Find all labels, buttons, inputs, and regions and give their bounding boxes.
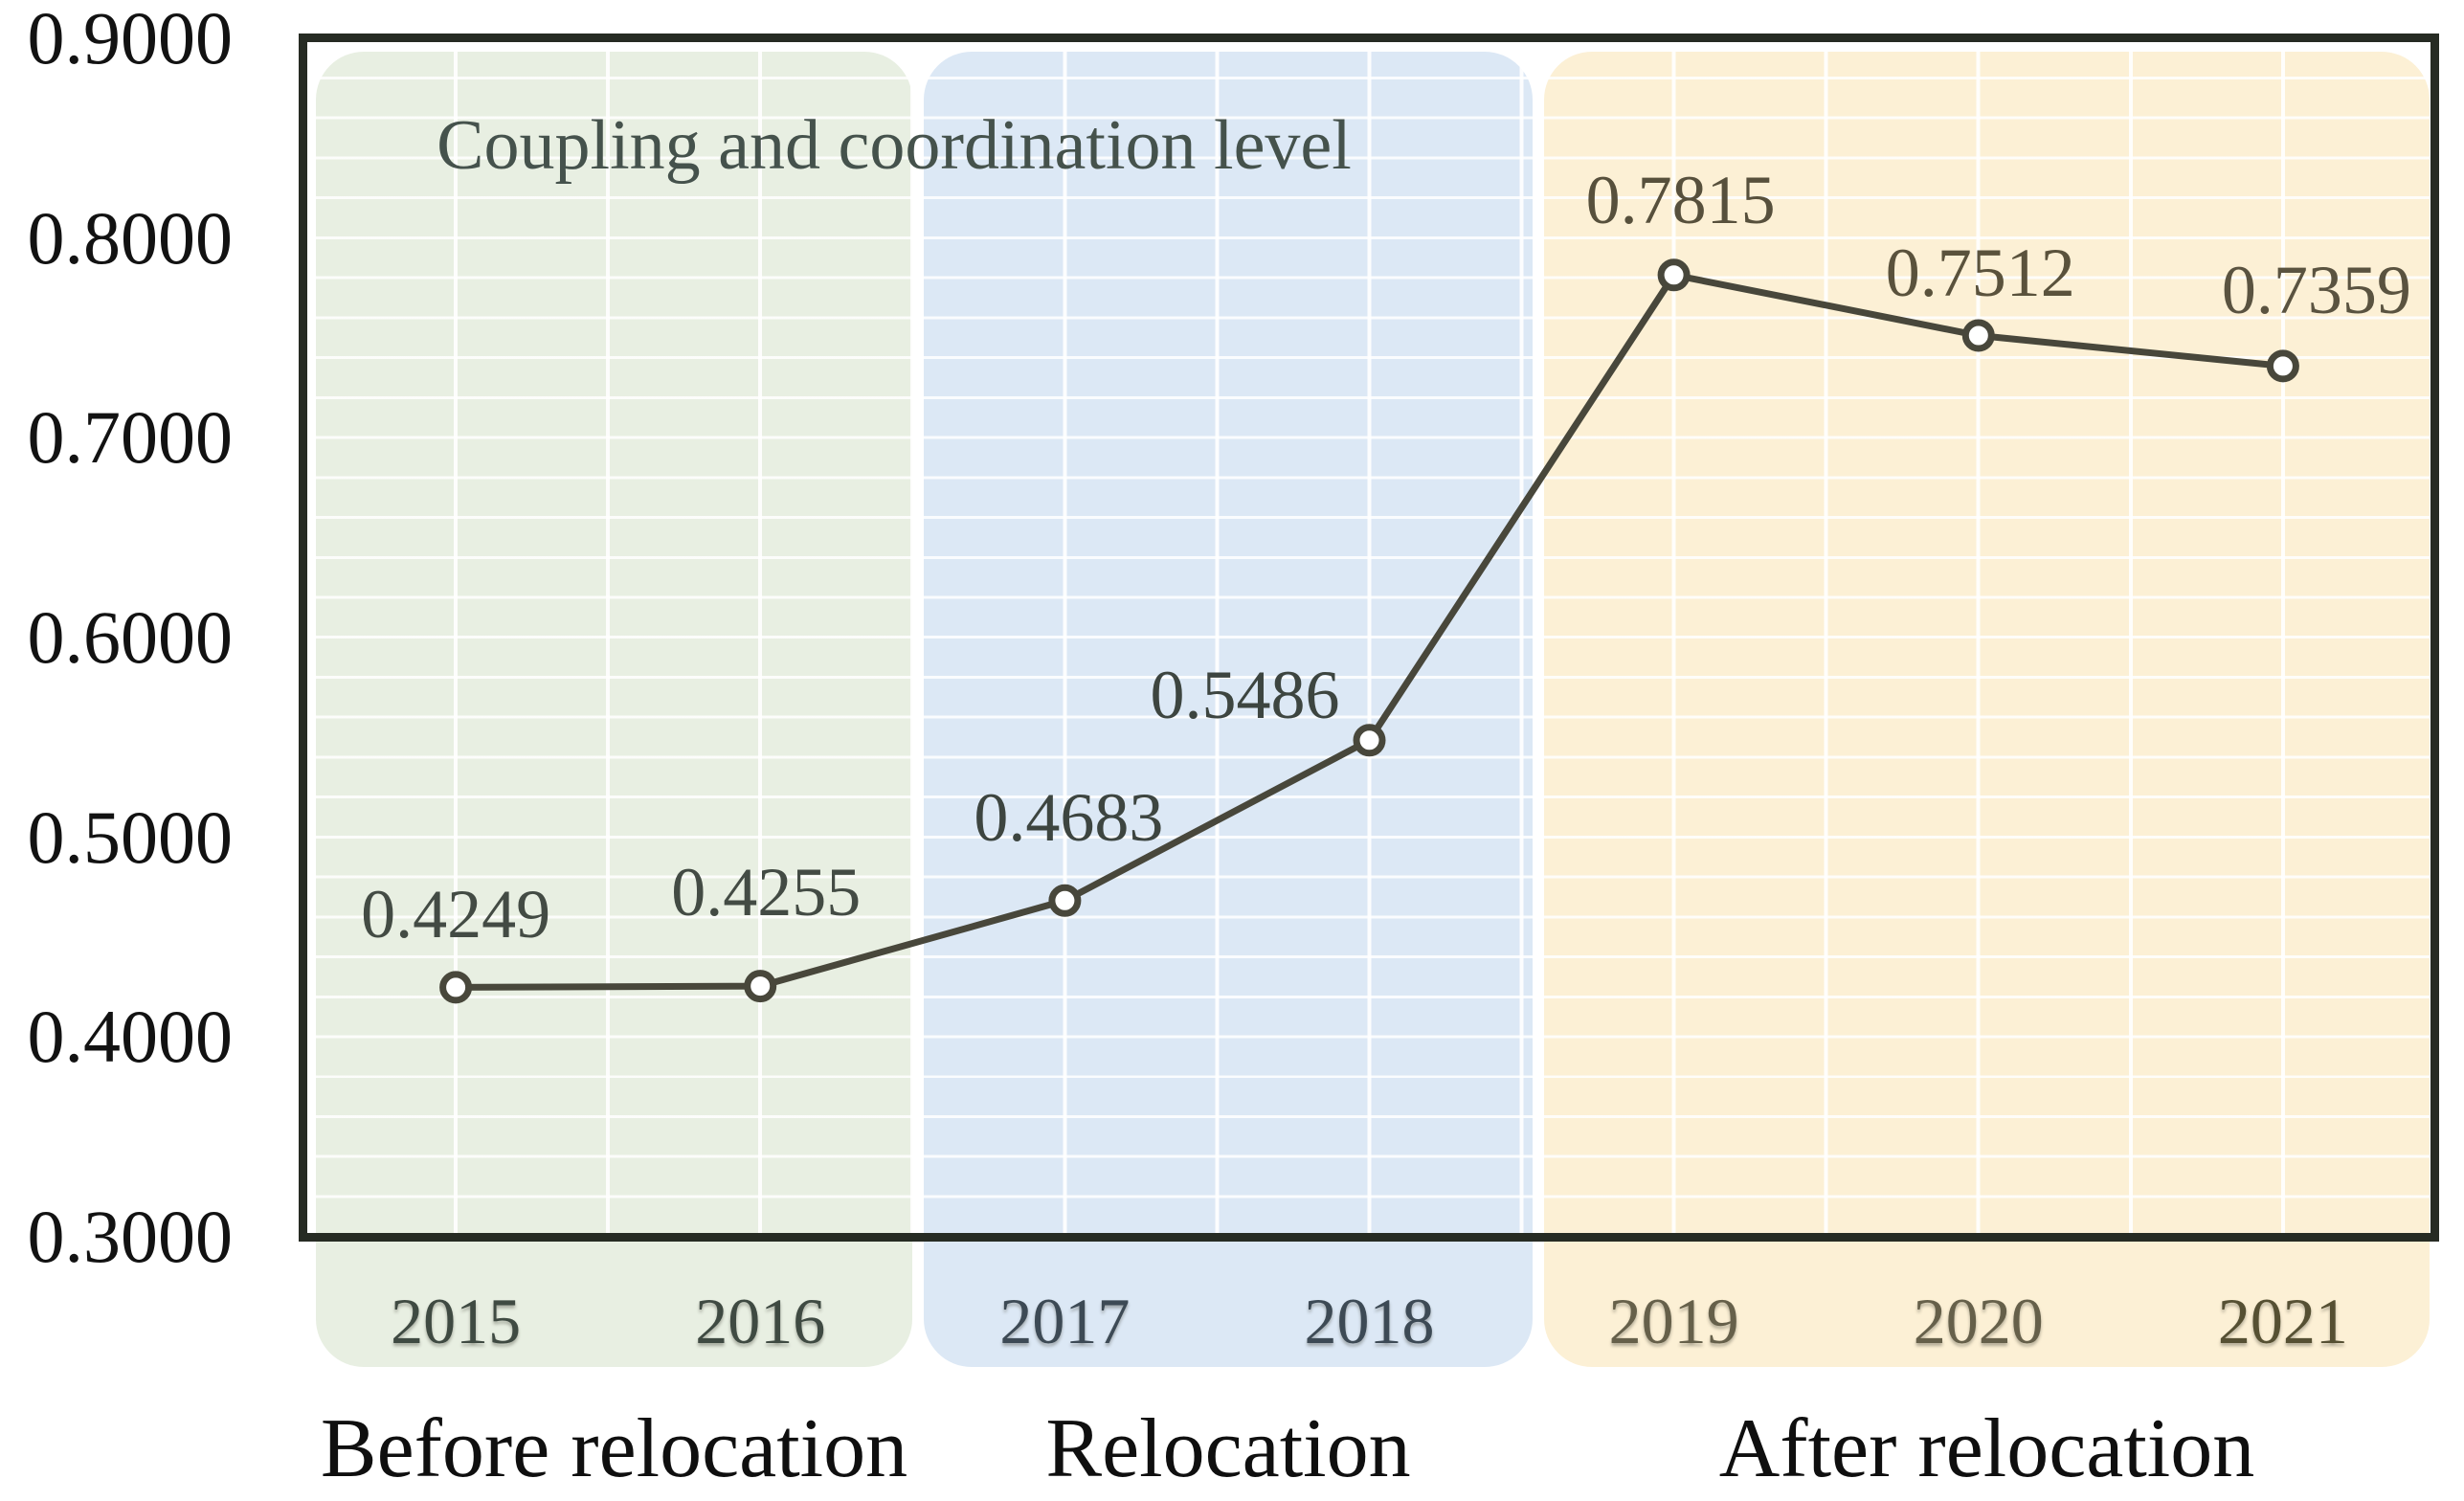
x-tick-label-2021: 2021 bbox=[2217, 1285, 2348, 1357]
data-label-2017: 0.4683 bbox=[974, 778, 1164, 856]
x-tick-label-2016: 2016 bbox=[695, 1285, 826, 1357]
data-label-2018: 0.5486 bbox=[1150, 657, 1340, 734]
data-point-marker-2020 bbox=[1961, 319, 1995, 352]
data-point-marker-2017 bbox=[1048, 884, 1082, 917]
x-tick-label-2019: 2019 bbox=[1608, 1285, 1739, 1357]
y-tick-label-0.8000: 0.8000 bbox=[27, 195, 234, 280]
y-tick-label-0.9000: 0.9000 bbox=[27, 0, 234, 79]
chart-title: Coupling and coordination level bbox=[437, 106, 1352, 185]
x-tick-label-2015: 2015 bbox=[391, 1285, 522, 1357]
phase-label-1: Relocation bbox=[1045, 1402, 1411, 1495]
data-point-marker-2015 bbox=[439, 971, 473, 1004]
y-tick-label-0.6000: 0.6000 bbox=[27, 595, 234, 679]
y-tick-label-0.4000: 0.4000 bbox=[27, 995, 234, 1079]
phase-label-0: Before relocation bbox=[320, 1402, 908, 1495]
y-tick-label-0.7000: 0.7000 bbox=[27, 395, 234, 480]
data-label-2019: 0.7815 bbox=[1585, 162, 1776, 239]
data-label-2020: 0.7512 bbox=[1885, 234, 2075, 311]
y-tick-label-0.3000: 0.3000 bbox=[27, 1195, 234, 1278]
x-tick-label-2018: 2018 bbox=[1304, 1285, 1435, 1357]
data-label-2016: 0.4255 bbox=[671, 854, 862, 931]
data-point-marker-2021 bbox=[2266, 349, 2299, 383]
data-point-marker-2016 bbox=[744, 970, 777, 1003]
data-point-marker-2019 bbox=[1657, 258, 1691, 292]
x-tick-label-2020: 2020 bbox=[1913, 1285, 2044, 1357]
gridlines bbox=[307, 42, 2430, 1233]
y-tick-label-0.5000: 0.5000 bbox=[27, 795, 234, 879]
data-point-marker-2018 bbox=[1353, 724, 1386, 757]
data-label-2021: 0.7359 bbox=[2221, 252, 2411, 329]
x-tick-label-2017: 2017 bbox=[999, 1285, 1131, 1357]
data-label-2015: 0.4249 bbox=[361, 876, 551, 953]
plot-area-border bbox=[299, 34, 2439, 1242]
phase-label-2: After relocation bbox=[1718, 1402, 2255, 1495]
